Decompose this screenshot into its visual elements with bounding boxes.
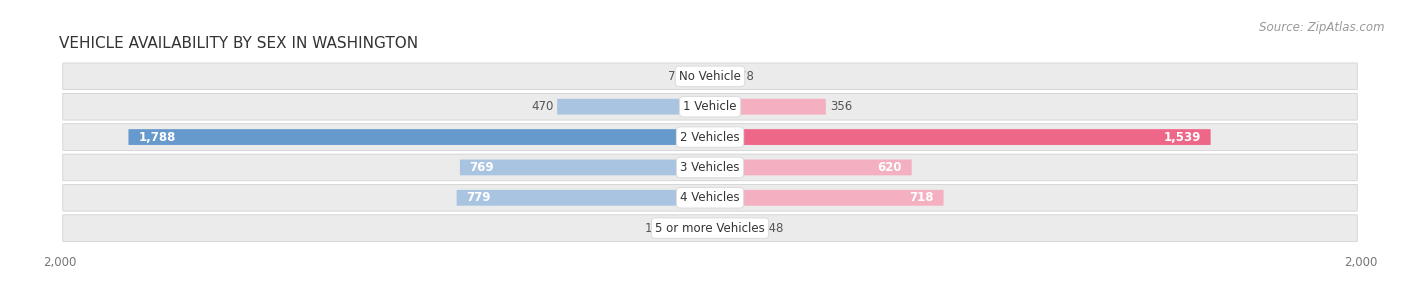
FancyBboxPatch shape bbox=[63, 185, 1357, 211]
Text: No Vehicle: No Vehicle bbox=[679, 70, 741, 83]
Text: Source: ZipAtlas.com: Source: ZipAtlas.com bbox=[1260, 21, 1385, 34]
Text: 2 Vehicles: 2 Vehicles bbox=[681, 131, 740, 144]
Text: 470: 470 bbox=[531, 100, 553, 113]
FancyBboxPatch shape bbox=[63, 93, 1357, 120]
Text: 5 or more Vehicles: 5 or more Vehicles bbox=[655, 222, 765, 235]
Text: 718: 718 bbox=[910, 191, 934, 204]
Text: 620: 620 bbox=[877, 161, 901, 174]
FancyBboxPatch shape bbox=[63, 124, 1357, 151]
FancyBboxPatch shape bbox=[710, 159, 911, 175]
Text: 148: 148 bbox=[762, 222, 785, 235]
Text: 356: 356 bbox=[830, 100, 852, 113]
FancyBboxPatch shape bbox=[710, 69, 735, 84]
Text: 779: 779 bbox=[467, 191, 491, 204]
FancyBboxPatch shape bbox=[710, 129, 1211, 145]
FancyBboxPatch shape bbox=[557, 99, 710, 114]
FancyBboxPatch shape bbox=[710, 99, 825, 114]
FancyBboxPatch shape bbox=[457, 190, 710, 206]
FancyBboxPatch shape bbox=[460, 159, 710, 175]
FancyBboxPatch shape bbox=[63, 215, 1357, 241]
Text: 1 Vehicle: 1 Vehicle bbox=[683, 100, 737, 113]
FancyBboxPatch shape bbox=[671, 220, 710, 236]
Text: 1,539: 1,539 bbox=[1164, 131, 1201, 144]
Text: 119: 119 bbox=[645, 222, 668, 235]
FancyBboxPatch shape bbox=[710, 220, 758, 236]
FancyBboxPatch shape bbox=[63, 63, 1357, 90]
Text: 78: 78 bbox=[740, 70, 754, 83]
FancyBboxPatch shape bbox=[128, 129, 710, 145]
FancyBboxPatch shape bbox=[686, 69, 710, 84]
Text: 1,788: 1,788 bbox=[138, 131, 176, 144]
Text: 73: 73 bbox=[668, 70, 682, 83]
Text: 3 Vehicles: 3 Vehicles bbox=[681, 161, 740, 174]
FancyBboxPatch shape bbox=[710, 190, 943, 206]
Text: 769: 769 bbox=[470, 161, 495, 174]
Text: 4 Vehicles: 4 Vehicles bbox=[681, 191, 740, 204]
FancyBboxPatch shape bbox=[63, 154, 1357, 181]
Text: VEHICLE AVAILABILITY BY SEX IN WASHINGTON: VEHICLE AVAILABILITY BY SEX IN WASHINGTO… bbox=[59, 36, 419, 51]
